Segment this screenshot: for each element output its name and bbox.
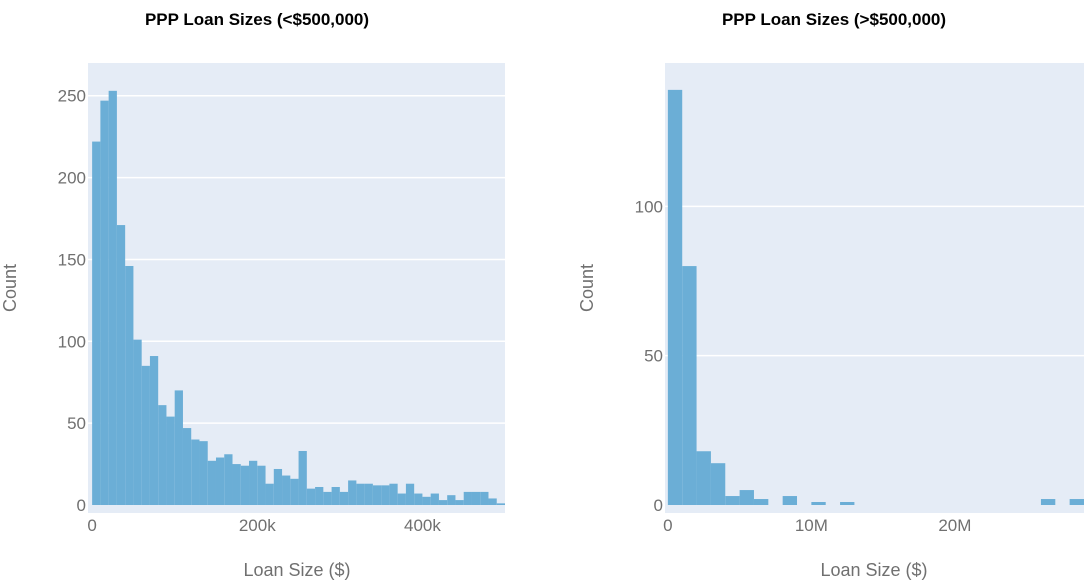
- histogram-bar: [696, 451, 711, 505]
- histogram-bar: [488, 498, 497, 505]
- histogram-bar: [133, 339, 142, 505]
- histogram-bar: [364, 483, 373, 505]
- y-tick-label: 200: [58, 169, 86, 188]
- chart-title: PPP Loan Sizes (>$500,000): [722, 10, 946, 29]
- histogram-bar: [92, 141, 101, 506]
- histogram-bar: [480, 491, 489, 505]
- subplot-large-loans: PPP Loan Sizes (>$500,000) 0 50 100 0 10M 20…: [577, 10, 1084, 580]
- y-tick-label: 100: [58, 332, 86, 351]
- histogram-bar: [108, 90, 117, 506]
- y-axis-label: Count: [577, 264, 597, 312]
- histogram-bars: [667, 89, 1084, 505]
- histogram-bar: [249, 460, 258, 505]
- histogram-bar: [265, 483, 274, 505]
- histogram-bar: [811, 502, 826, 505]
- x-tick-label: 200k: [239, 516, 276, 535]
- y-tick-label: 0: [654, 496, 663, 515]
- y-axis-label: Count: [0, 264, 20, 312]
- histogram-bar: [207, 460, 216, 505]
- chart-title: PPP Loan Sizes (<$500,000): [145, 10, 369, 29]
- histogram-bar: [257, 465, 266, 505]
- y-tick-labels: 0 50 100: [635, 197, 663, 515]
- histogram-bar: [298, 450, 307, 505]
- histogram-bar: [1069, 499, 1084, 505]
- histogram-bar: [199, 441, 208, 505]
- histogram-bar: [215, 457, 225, 505]
- histogram-bar: [1040, 499, 1056, 505]
- x-axis-label: Loan Size ($): [243, 560, 350, 580]
- histogram-bar: [182, 428, 192, 505]
- x-tick-label: 400k: [404, 516, 441, 535]
- y-tick-label: 250: [58, 87, 86, 106]
- histogram-bar: [166, 416, 175, 505]
- histogram-bars: [92, 90, 505, 506]
- histogram-bar: [414, 493, 423, 505]
- histogram-bar: [496, 503, 505, 505]
- x-axis-label: Loan Size ($): [820, 560, 927, 580]
- y-tick-label: 150: [58, 250, 86, 269]
- histogram-bar: [125, 265, 134, 505]
- histogram-bar: [100, 100, 109, 505]
- x-tick-label: 0: [87, 516, 96, 535]
- histogram-bar: [682, 266, 697, 505]
- histogram-bar: [331, 486, 340, 505]
- histogram-bar: [339, 491, 349, 505]
- histogram-bar: [174, 390, 183, 505]
- histogram-bar: [315, 486, 324, 505]
- histogram-bar: [149, 356, 159, 505]
- histogram-bar: [667, 89, 683, 505]
- histogram-bar: [232, 464, 241, 505]
- histogram-bar: [447, 495, 456, 505]
- histogram-bar: [840, 502, 855, 505]
- histogram-bar: [282, 475, 291, 505]
- histogram-bar: [273, 468, 283, 505]
- histogram-bar: [224, 454, 233, 505]
- plot-area: [665, 63, 1084, 513]
- gridlines: [665, 205, 1084, 357]
- histogram-bar: [753, 499, 769, 505]
- histogram-bar: [739, 490, 754, 505]
- y-tick-label: 0: [77, 496, 86, 515]
- histogram-bar: [389, 483, 398, 505]
- histogram-bar: [356, 483, 365, 505]
- y-tick-label: 100: [635, 197, 663, 216]
- histogram-bar: [710, 463, 726, 505]
- histogram-bar: [158, 405, 167, 505]
- histogram-bar: [141, 365, 150, 505]
- histogram-bar: [430, 493, 439, 505]
- y-tick-label: 50: [67, 414, 86, 433]
- x-tick-label: 0: [663, 516, 672, 535]
- subplot-small-loans: PPP Loan Sizes (<$500,000) 0 50 100 150 200 2…: [0, 10, 505, 580]
- histogram-bar: [455, 500, 464, 505]
- x-tick-labels: 0 200k 400k: [87, 516, 441, 535]
- histogram-bar: [290, 478, 299, 505]
- y-tick-label: 50: [644, 347, 663, 366]
- histogram-bar: [323, 491, 332, 505]
- histogram-bar: [397, 493, 406, 505]
- x-tick-labels: 0 10M 20M: [663, 516, 971, 535]
- histogram-bar: [438, 500, 448, 505]
- histogram-bar: [782, 496, 798, 505]
- y-tick-labels: 0 50 100 150 200 250: [58, 87, 86, 515]
- histogram-bar: [405, 483, 415, 505]
- histogram-bar: [725, 496, 740, 505]
- histogram-bar: [422, 496, 431, 505]
- histogram-bar: [116, 225, 126, 506]
- histogram-bar: [372, 485, 382, 505]
- x-tick-label: 20M: [938, 516, 971, 535]
- x-tick-label: 10M: [795, 516, 828, 535]
- histogram-bar: [381, 485, 390, 505]
- histogram-bar: [471, 491, 481, 505]
- histogram-bar: [348, 480, 357, 505]
- histogram-bar: [463, 491, 472, 505]
- histogram-bar: [306, 488, 316, 505]
- histogram-bar: [240, 465, 250, 505]
- histogram-bar: [191, 439, 200, 505]
